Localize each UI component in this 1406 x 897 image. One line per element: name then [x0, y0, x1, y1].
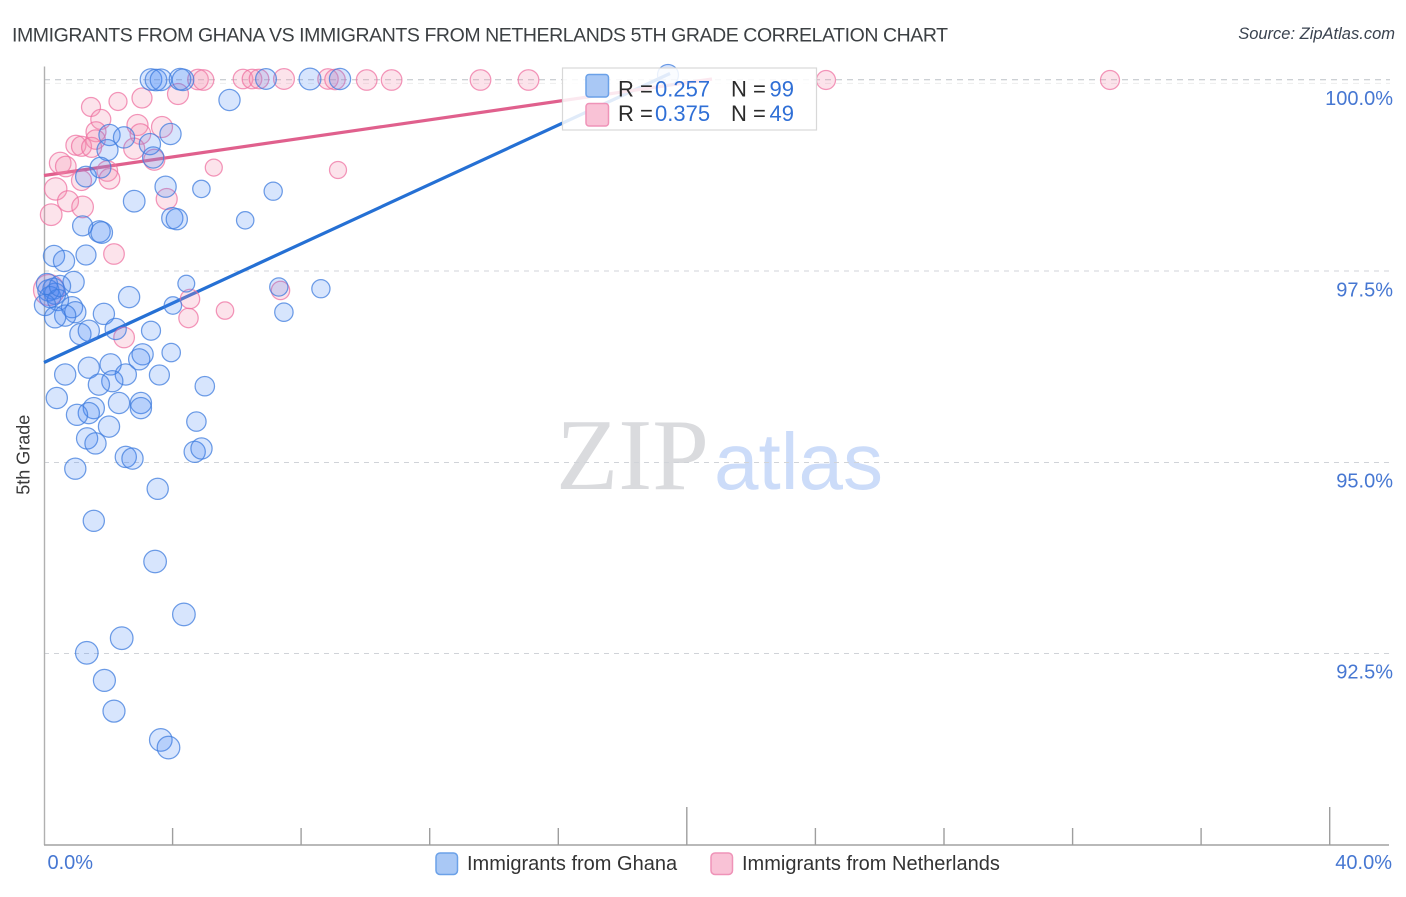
svg-text:R =: R =: [618, 101, 653, 126]
svg-text:92.5%: 92.5%: [1336, 662, 1393, 684]
svg-text:N =: N =: [731, 101, 766, 126]
svg-text:N =: N =: [731, 77, 766, 102]
svg-text:49: 49: [770, 101, 794, 126]
svg-text:97.5%: 97.5%: [1336, 280, 1393, 302]
svg-text:Immigrants from Ghana: Immigrants from Ghana: [467, 853, 678, 875]
svg-text:40.0%: 40.0%: [1335, 852, 1392, 874]
svg-text:5th Grade: 5th Grade: [14, 415, 34, 495]
svg-text:0.257: 0.257: [655, 77, 710, 102]
svg-text:IMMIGRANTS FROM GHANA VS IMMIG: IMMIGRANTS FROM GHANA VS IMMIGRANTS FROM…: [12, 25, 948, 47]
svg-text:0.375: 0.375: [655, 101, 710, 126]
svg-text:99: 99: [770, 77, 794, 102]
svg-text:0.0%: 0.0%: [48, 852, 94, 874]
svg-text:100.0%: 100.0%: [1325, 88, 1393, 110]
svg-text:ZIP: ZIP: [556, 399, 709, 512]
svg-text:atlas: atlas: [714, 417, 883, 506]
svg-text:R =: R =: [618, 77, 653, 102]
svg-text:Immigrants from Netherlands: Immigrants from Netherlands: [742, 853, 1000, 875]
svg-text:95.0%: 95.0%: [1336, 471, 1393, 493]
svg-text:Source: ZipAtlas.com: Source: ZipAtlas.com: [1238, 25, 1395, 43]
